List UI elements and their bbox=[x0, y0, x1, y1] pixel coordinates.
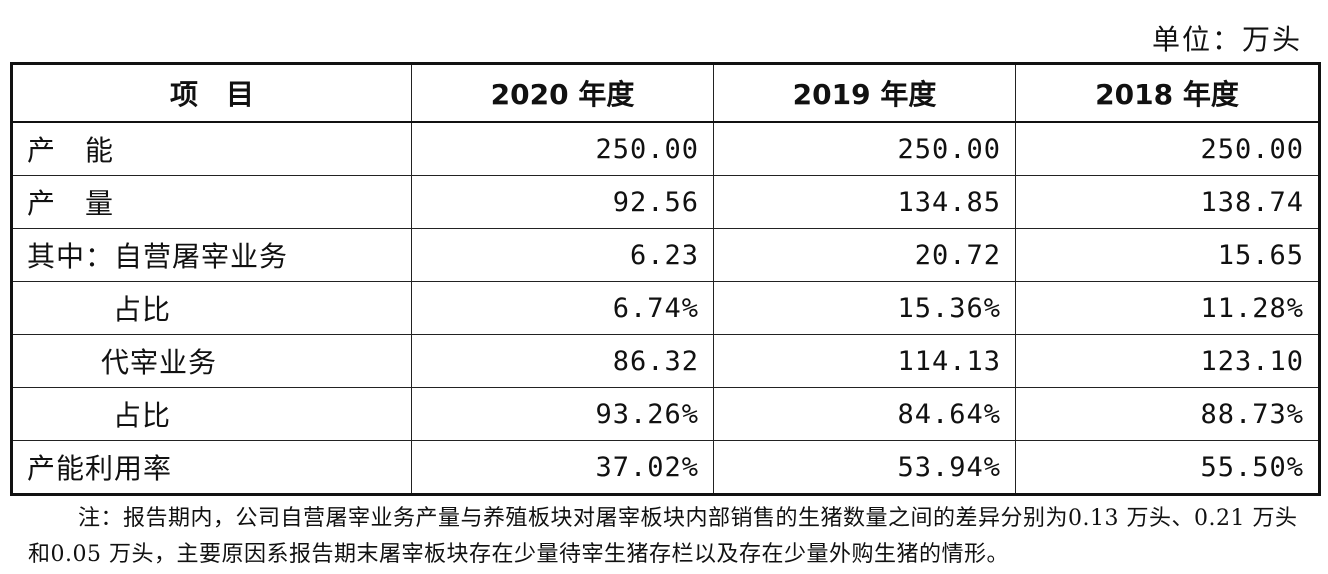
cell-2020: 37.02% bbox=[411, 440, 714, 495]
cell-2019: 114.13 bbox=[713, 334, 1016, 388]
cell-2018: 15.65 bbox=[1015, 228, 1320, 282]
capacity-table: 项 目 2020 年度 2019 年度 2018 年度 产 能 250.00 2… bbox=[10, 62, 1321, 496]
row-label: 产 量 bbox=[11, 175, 412, 229]
row-label: 其中：自营屠宰业务 bbox=[11, 228, 412, 282]
header-2018: 2018 年度 bbox=[1015, 63, 1320, 123]
cell-2018: 88.73% bbox=[1015, 387, 1320, 441]
cell-2020: 86.32 bbox=[411, 334, 714, 388]
cell-2019: 53.94% bbox=[713, 440, 1016, 495]
cell-2020: 92.56 bbox=[411, 175, 714, 229]
cell-2019: 84.64% bbox=[713, 387, 1016, 441]
row-label: 占比 bbox=[11, 281, 412, 335]
table-row: 代宰业务 86.32 114.13 123.10 bbox=[11, 334, 1320, 388]
cell-2018: 250.00 bbox=[1015, 121, 1320, 176]
table-row: 其中：自营屠宰业务 6.23 20.72 15.65 bbox=[11, 228, 1320, 282]
table-row: 占比 93.26% 84.64% 88.73% bbox=[11, 387, 1320, 441]
unit-label: 单位：万头 bbox=[1151, 23, 1302, 56]
table-row: 产 量 92.56 134.85 138.74 bbox=[11, 175, 1320, 229]
cell-2020: 6.74% bbox=[411, 281, 714, 335]
cell-2018: 11.28% bbox=[1015, 281, 1320, 335]
cell-2018: 123.10 bbox=[1015, 334, 1320, 388]
cell-2019: 134.85 bbox=[713, 175, 1016, 229]
header-2020: 2020 年度 bbox=[411, 63, 714, 123]
cell-2018: 55.50% bbox=[1015, 440, 1320, 495]
header-2019: 2019 年度 bbox=[713, 63, 1016, 123]
cell-2018: 138.74 bbox=[1015, 175, 1320, 229]
header-item: 项 目 bbox=[11, 63, 412, 123]
cell-2020: 250.00 bbox=[411, 121, 714, 176]
row-label: 产能利用率 bbox=[11, 440, 412, 495]
row-label: 产 能 bbox=[11, 121, 412, 176]
row-label: 占比 bbox=[11, 387, 412, 441]
cell-2019: 15.36% bbox=[713, 281, 1016, 335]
table-row: 产能利用率 37.02% 53.94% 55.50% bbox=[11, 440, 1320, 495]
cell-2019: 20.72 bbox=[713, 228, 1016, 282]
row-label: 代宰业务 bbox=[11, 334, 412, 388]
cell-2020: 6.23 bbox=[411, 228, 714, 282]
table-header-row: 项 目 2020 年度 2019 年度 2018 年度 bbox=[11, 63, 1320, 123]
cell-2019: 250.00 bbox=[713, 121, 1016, 176]
table-row: 产 能 250.00 250.00 250.00 bbox=[11, 121, 1320, 176]
footnote: 注：报告期内，公司自营屠宰业务产量与养殖板块对屠宰板块内部销售的生猪数量之间的差… bbox=[28, 506, 1298, 567]
table-row: 占比 6.74% 15.36% 11.28% bbox=[11, 281, 1320, 335]
cell-2020: 93.26% bbox=[411, 387, 714, 441]
